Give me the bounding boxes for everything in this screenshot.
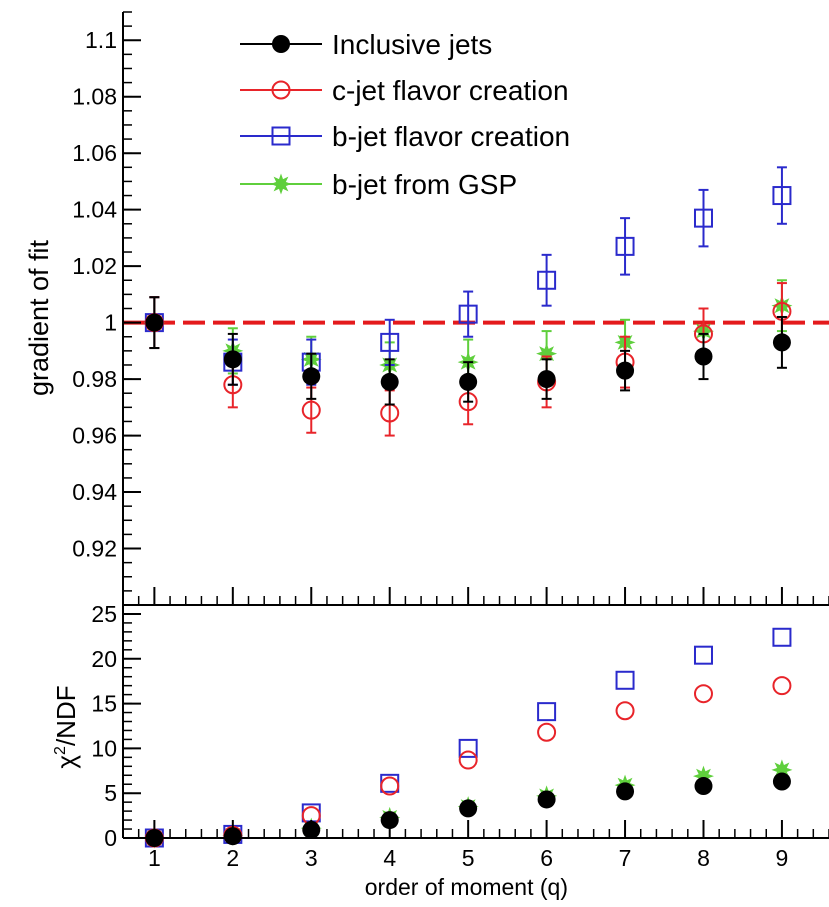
legend: Inclusive jets c-jet flavor creation b-jet…	[240, 29, 570, 200]
data-point	[537, 722, 557, 742]
top-data-layer	[123, 166, 829, 437]
data-point	[772, 186, 792, 206]
legend-inclusive: Inclusive jets	[240, 29, 492, 60]
data-point	[537, 702, 557, 722]
legend-marker	[272, 35, 290, 53]
data-point	[458, 304, 478, 324]
data-point	[301, 400, 321, 420]
data-point	[380, 776, 400, 796]
legend-marker	[271, 126, 291, 146]
data-point	[458, 750, 478, 770]
y-tick-label: 1.02	[72, 253, 117, 279]
data-point	[694, 777, 713, 796]
data-point	[616, 782, 635, 801]
series-inclusive	[145, 296, 791, 406]
data-point	[616, 361, 635, 380]
data-point	[145, 313, 164, 332]
legend-bjet: b-jet flavor creation	[240, 121, 570, 152]
x-tick-label: 5	[462, 845, 475, 871]
y-tick-label: 1.08	[72, 84, 117, 110]
data-point	[772, 627, 792, 647]
y-tick-label: 5	[104, 780, 117, 806]
y-tick-label: 15	[91, 691, 117, 717]
data-point	[615, 701, 635, 721]
data-point	[693, 684, 713, 704]
data-point	[302, 367, 321, 386]
data-point	[615, 236, 635, 256]
y-tick-label: 0.92	[72, 536, 117, 562]
x-tick-label: 8	[697, 845, 710, 871]
top-axes: 0.92 0.94 0.96 0.98 1 1.02 1.04 1.06 1.08 1.1	[72, 11, 829, 606]
y-tick-label: 0.94	[72, 479, 117, 505]
x-tick-label: 3	[305, 845, 318, 871]
y-tick-label: 20	[91, 646, 117, 672]
data-point	[459, 799, 478, 818]
x-tick-label: 9	[776, 845, 789, 871]
bottom-axes: 0 5 10 15 20 25 1 2 3 4 5 6 7 8 9	[91, 601, 829, 871]
legend-label: Inclusive jets	[332, 29, 492, 60]
y-tick-label: 0	[104, 825, 117, 851]
data-point	[772, 772, 791, 791]
y-axis-label-chi-symbol: χ	[51, 755, 81, 769]
data-point	[772, 676, 792, 696]
x-tick-label: 7	[619, 845, 632, 871]
gradient-panel: 0.92 0.94 0.96 0.98 1 1.02 1.04 1.06 1.08 1.1 gra…	[24, 11, 829, 606]
data-point	[693, 645, 713, 665]
legend-gsp: b-jet from GSP	[240, 169, 517, 200]
x-tick-label: 4	[383, 845, 396, 871]
y-tick-label: 1	[104, 310, 117, 336]
data-point	[537, 370, 556, 389]
legend-label: c-jet flavor creation	[332, 75, 569, 106]
data-point	[380, 332, 400, 352]
y-axis-label-ndf: /NDF	[51, 685, 81, 746]
data-point	[537, 790, 556, 809]
legend-label: b-jet flavor creation	[332, 121, 570, 152]
x-tick-label: 2	[226, 845, 239, 871]
x-axis-label: order of moment (q)	[365, 874, 568, 900]
legend-marker	[270, 173, 292, 195]
y-tick-label: 10	[91, 735, 117, 761]
legend-marker	[271, 80, 291, 100]
data-point	[380, 372, 399, 391]
data-point	[537, 270, 557, 290]
y-axis-label-chi-superscript: 2	[52, 746, 69, 755]
data-point	[459, 372, 478, 391]
data-point	[223, 350, 242, 369]
data-point	[694, 347, 713, 366]
legend-cjet: c-jet flavor creation	[240, 75, 569, 106]
data-point	[693, 208, 713, 228]
y-tick-label: 0.96	[72, 423, 117, 449]
y-tick-label: 1.04	[72, 197, 117, 223]
y-tick-label: 1.1	[85, 27, 117, 53]
y-axis-label-gradient: gradient of fit	[24, 239, 54, 396]
x-tick-label: 1	[148, 845, 161, 871]
data-point	[615, 670, 635, 690]
y-tick-label: 1.06	[72, 140, 117, 166]
y-axis-label-chi2: χ2/NDF	[51, 685, 81, 768]
y-tick-label: 0.98	[72, 366, 117, 392]
legend-label: b-jet from GSP	[332, 169, 517, 200]
data-point	[458, 738, 478, 758]
x-tick-label: 6	[540, 845, 553, 871]
y-tick-label: 25	[91, 601, 117, 627]
data-point	[772, 333, 791, 352]
